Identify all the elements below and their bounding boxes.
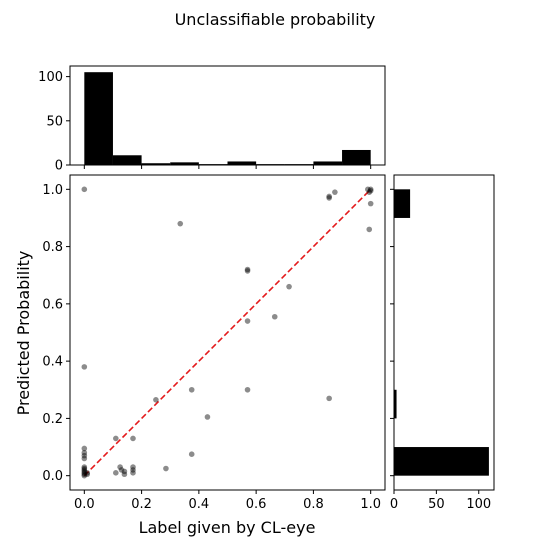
scatter-point: [130, 470, 136, 476]
top-histogram-bar: [84, 72, 113, 165]
y-tick-label: 1.0: [42, 183, 63, 198]
scatter-point: [81, 471, 88, 478]
scatter-point: [84, 471, 90, 478]
scatter-point: [366, 226, 373, 233]
reference-line: [83, 188, 372, 477]
main-scatter-panel: 0.0 0.2 0.4 0.6 0.8 1.0 0.0 0.2 0.4 0.6 0.8 1.0: [42, 174, 386, 512]
scatter-point: [84, 470, 90, 476]
scatter-point: [326, 193, 332, 200]
x-tick-label: 1.0: [360, 497, 381, 512]
scatter-point: [367, 200, 374, 207]
scatter-point: [81, 452, 88, 459]
scatter-point: [188, 451, 195, 458]
scatter-point: [81, 186, 88, 193]
scatter-point: [366, 189, 373, 195]
scatter-point: [177, 220, 184, 227]
x-tick-label: 0.6: [246, 497, 267, 512]
x-tick-label: 0.0: [74, 497, 95, 512]
top-hist-y-tick-label: 50: [46, 114, 63, 129]
scatter-point: [244, 266, 251, 273]
scatter-point: [244, 318, 251, 324]
top-histogram-bar: [170, 162, 199, 165]
scatter-point: [81, 465, 88, 472]
chart-title: Unclassifiable probability: [175, 10, 376, 29]
top-histogram-bar: [342, 149, 371, 165]
right-hist-x-tick-label: 0: [390, 497, 398, 512]
scatter-point: [244, 386, 251, 393]
scatter-point: [204, 414, 211, 420]
scatter-point: [244, 268, 251, 274]
scatter-point: [81, 464, 88, 470]
scatter-point: [367, 187, 374, 194]
right-histogram-frame: [393, 174, 495, 491]
scatter-point: [121, 468, 128, 475]
top-hist-y-tick-label: 100: [38, 70, 63, 85]
scatter-point: [326, 395, 332, 402]
scatter-point: [326, 195, 332, 201]
scatter-point: [130, 467, 136, 473]
scatter-point: [81, 472, 88, 479]
scatter-point: [81, 445, 88, 452]
y-tick-label: 0.0: [42, 469, 63, 484]
x-tick-label: 0.4: [189, 497, 210, 512]
right-histogram: 0 50 100: [390, 174, 495, 512]
scatter-point: [121, 471, 128, 478]
scatter-point: [271, 313, 278, 320]
top-histogram-frame: [69, 65, 386, 166]
scatter-point: [188, 386, 195, 393]
y-axis-label: Predicted Probability: [14, 251, 33, 416]
scatter-point: [113, 435, 119, 442]
top-histogram-bar: [112, 155, 142, 165]
scatter-point: [81, 455, 88, 462]
top-histogram: 0 50 100: [38, 65, 386, 174]
scatter-point: [130, 464, 136, 470]
scatter-point: [332, 189, 338, 195]
right-hist-x-tick-label: 50: [428, 497, 445, 512]
right-histogram-bar: [394, 447, 489, 476]
right-histogram-bar: [394, 389, 397, 419]
top-histogram-bar: [141, 163, 171, 165]
y-tick-label: 0.4: [42, 355, 63, 370]
scatter-point: [153, 396, 159, 403]
x-axis-label: Label given by CL-eye: [139, 518, 316, 537]
y-tick-label: 0.8: [42, 240, 63, 255]
scatter-point: [81, 364, 88, 370]
scatter-point: [130, 435, 136, 442]
scatter-point: [81, 467, 88, 473]
y-tick-label: 0.6: [42, 297, 63, 312]
right-histogram-bar: [394, 189, 411, 218]
y-tick-label: 0.2: [42, 412, 63, 427]
scatter-point: [163, 465, 169, 472]
scatter-point: [118, 467, 125, 473]
scatter-point: [367, 186, 374, 193]
scatter-point: [81, 470, 88, 476]
main-plot-frame: [69, 174, 386, 491]
scatter-point: [81, 468, 88, 475]
scatter-point: [117, 464, 123, 470]
x-tick-label: 0.2: [131, 497, 152, 512]
scatter-point: [81, 449, 88, 456]
right-hist-x-tick-label: 100: [466, 497, 491, 512]
x-tick-label: 0.8: [303, 497, 324, 512]
top-histogram-bar: [313, 161, 343, 165]
scatter-point: [113, 470, 119, 476]
top-histogram-bar: [227, 161, 257, 165]
scatter-point: [286, 283, 292, 290]
scatter-point: [365, 186, 371, 193]
top-hist-y-tick-label: 0: [55, 159, 63, 174]
